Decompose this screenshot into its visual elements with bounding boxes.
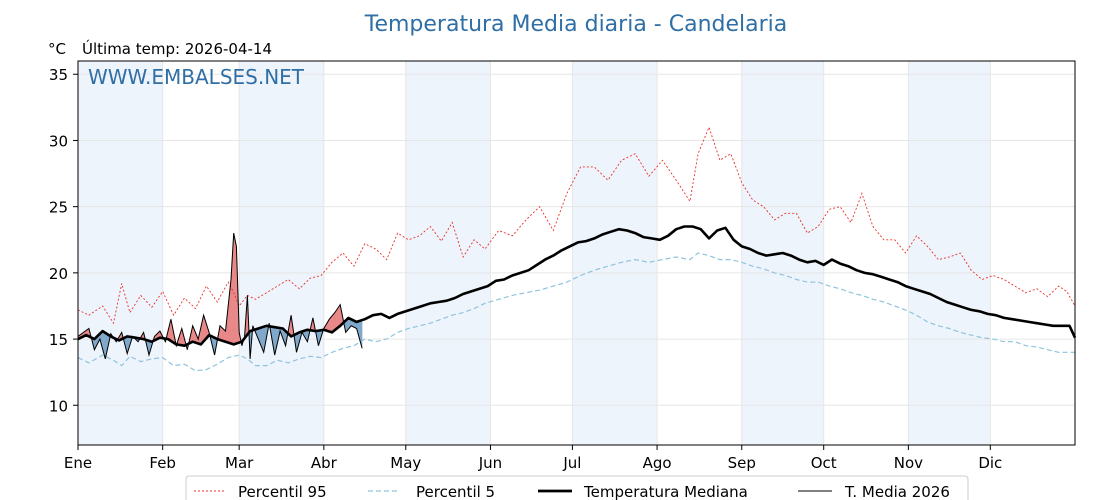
legend-frame — [185, 475, 969, 500]
month-band — [78, 61, 163, 445]
month-bands — [78, 61, 991, 445]
chart-title: Temperatura Media diaria - Candelaria — [364, 12, 788, 37]
series-lines — [77, 125, 1077, 372]
series-t-media-2026 — [77, 233, 363, 360]
x-tick-label: Oct — [811, 454, 837, 472]
y-tick-label: 30 — [49, 132, 68, 150]
y-tick-label: 15 — [49, 331, 68, 349]
x-tick-label: Abr — [311, 454, 338, 472]
anomaly-fill — [333, 312, 335, 332]
x-tick-label: Dic — [978, 454, 1002, 472]
series-percentil-5 — [77, 252, 1075, 372]
series-temperatura-mediana — [77, 225, 1077, 347]
legend-p95-label: Percentil 95 — [238, 483, 327, 500]
anomaly-fill — [219, 325, 222, 341]
x-tick-label: Sep — [728, 454, 756, 472]
month-band — [405, 61, 491, 445]
anomaly-fill — [233, 233, 236, 345]
y-tick-label: 10 — [49, 397, 68, 415]
y-tick-label: 25 — [49, 199, 68, 217]
y-tick-label: 20 — [49, 265, 68, 283]
x-tick-label: May — [390, 454, 421, 472]
x-tick-label: Mar — [225, 454, 254, 472]
x-tick-label: Nov — [894, 454, 923, 472]
unit-label: °C — [48, 40, 66, 58]
legend-median-label: Temperatura Mediana — [583, 483, 748, 500]
x-tick-label: Ago — [643, 454, 672, 472]
month-band — [572, 61, 658, 445]
legend-p5-label: Percentil 5 — [416, 483, 495, 500]
anomaly-fill — [337, 305, 340, 329]
month-band — [239, 61, 324, 445]
last-temp-label: Última temp: 2026-04-14 — [82, 39, 272, 58]
x-tick-label: Feb — [149, 454, 176, 472]
anomaly-fill — [335, 307, 338, 330]
watermark: WWW.EMBALSES.NET — [88, 65, 305, 89]
x-tick-label: Jun — [478, 454, 502, 472]
month-band — [908, 61, 991, 445]
x-tick-label: Jul — [562, 454, 581, 472]
anomaly-fill — [221, 326, 224, 342]
legend-current-label: T. Media 2026 — [844, 483, 950, 500]
y-tick-label: 35 — [49, 66, 68, 84]
grid-lines — [77, 61, 1075, 445]
x-axis: Ene Feb Mar Abr May Jun Jul Ago Sep Oct Nov Dic — [64, 445, 1002, 472]
plot-frame — [77, 60, 1076, 446]
legend: Percentil 95 Percentil 5 Temperatura Med… — [185, 475, 969, 500]
x-tick-label: Ene — [64, 454, 92, 472]
series-percentil-95 — [77, 125, 1076, 325]
anomaly-fill — [331, 313, 334, 333]
y-axis: 10 15 20 25 30 35 — [49, 66, 78, 415]
